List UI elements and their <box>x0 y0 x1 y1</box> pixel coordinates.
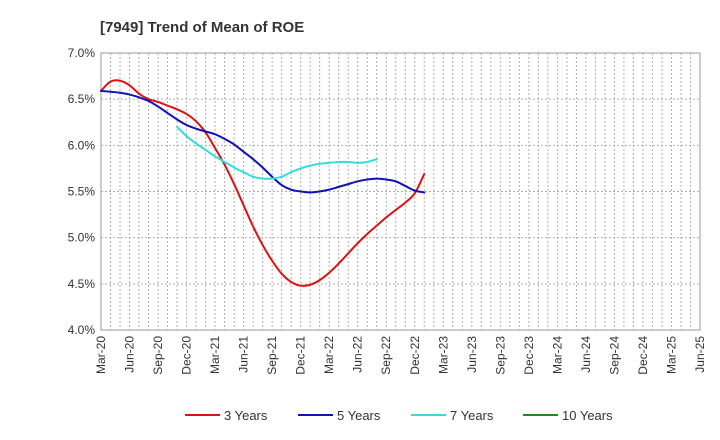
series-line-7-years <box>176 125 378 180</box>
x-tick-label: Mar-25 <box>664 336 678 374</box>
x-tick-label: Dec-22 <box>408 336 422 375</box>
x-tick-label: Jun-21 <box>237 336 251 373</box>
y-tick-label: 4.5% <box>68 277 96 291</box>
y-tick-label: 5.5% <box>68 185 96 199</box>
legend-label: 10 Years <box>562 408 613 423</box>
y-tick-label: 6.0% <box>68 138 96 152</box>
plot-area <box>100 52 701 331</box>
grid <box>101 52 700 331</box>
x-axis: Mar-20 Jun-20 Sep-20 Dec-20 Mar-21 Jun-21 Sep-… <box>94 336 707 375</box>
series-line-3-years <box>100 79 426 287</box>
x-tick-label: Sep-20 <box>151 336 165 375</box>
x-tick-label: Jun-24 <box>579 336 593 373</box>
x-tick-label: Jun-23 <box>465 336 479 373</box>
x-tick-label: Mar-21 <box>208 336 222 374</box>
legend: 3 Years 5 Years 7 Years 10 Years <box>185 408 613 423</box>
y-axis: 7.0% 6.5% 6.0% 5.5% 5.0% 4.5% 4.0% <box>68 46 96 337</box>
x-tick-label: Dec-23 <box>522 336 536 375</box>
x-tick-label: Sep-22 <box>379 336 393 375</box>
legend-label: 3 Years <box>224 408 268 423</box>
y-tick-label: 6.5% <box>68 92 96 106</box>
x-tick-label: Dec-20 <box>180 336 194 375</box>
x-tick-label: Jun-20 <box>123 336 137 373</box>
x-tick-label: Mar-23 <box>436 336 450 374</box>
y-tick-label: 5.0% <box>68 231 96 245</box>
x-tick-label: Sep-23 <box>493 336 507 375</box>
y-tick-label: 4.0% <box>68 323 96 337</box>
legend-label: 5 Years <box>337 408 381 423</box>
x-tick-label: Dec-21 <box>294 336 308 375</box>
x-tick-label: Jun-22 <box>351 336 365 373</box>
series-line-5-years <box>100 89 426 194</box>
y-tick-label: 7.0% <box>68 46 96 60</box>
x-tick-label: Sep-24 <box>607 336 621 375</box>
x-tick-label: Mar-20 <box>94 336 108 374</box>
x-tick-label: Jun-25 <box>693 336 707 373</box>
x-tick-label: Mar-24 <box>550 336 564 374</box>
x-tick-label: Mar-22 <box>322 336 336 374</box>
chart-title: [7949] Trend of Mean of ROE <box>100 19 304 36</box>
x-tick-label: Sep-21 <box>265 336 279 375</box>
x-tick-label: Dec-24 <box>636 336 650 375</box>
legend-label: 7 Years <box>450 408 494 423</box>
series-lines <box>100 79 426 287</box>
